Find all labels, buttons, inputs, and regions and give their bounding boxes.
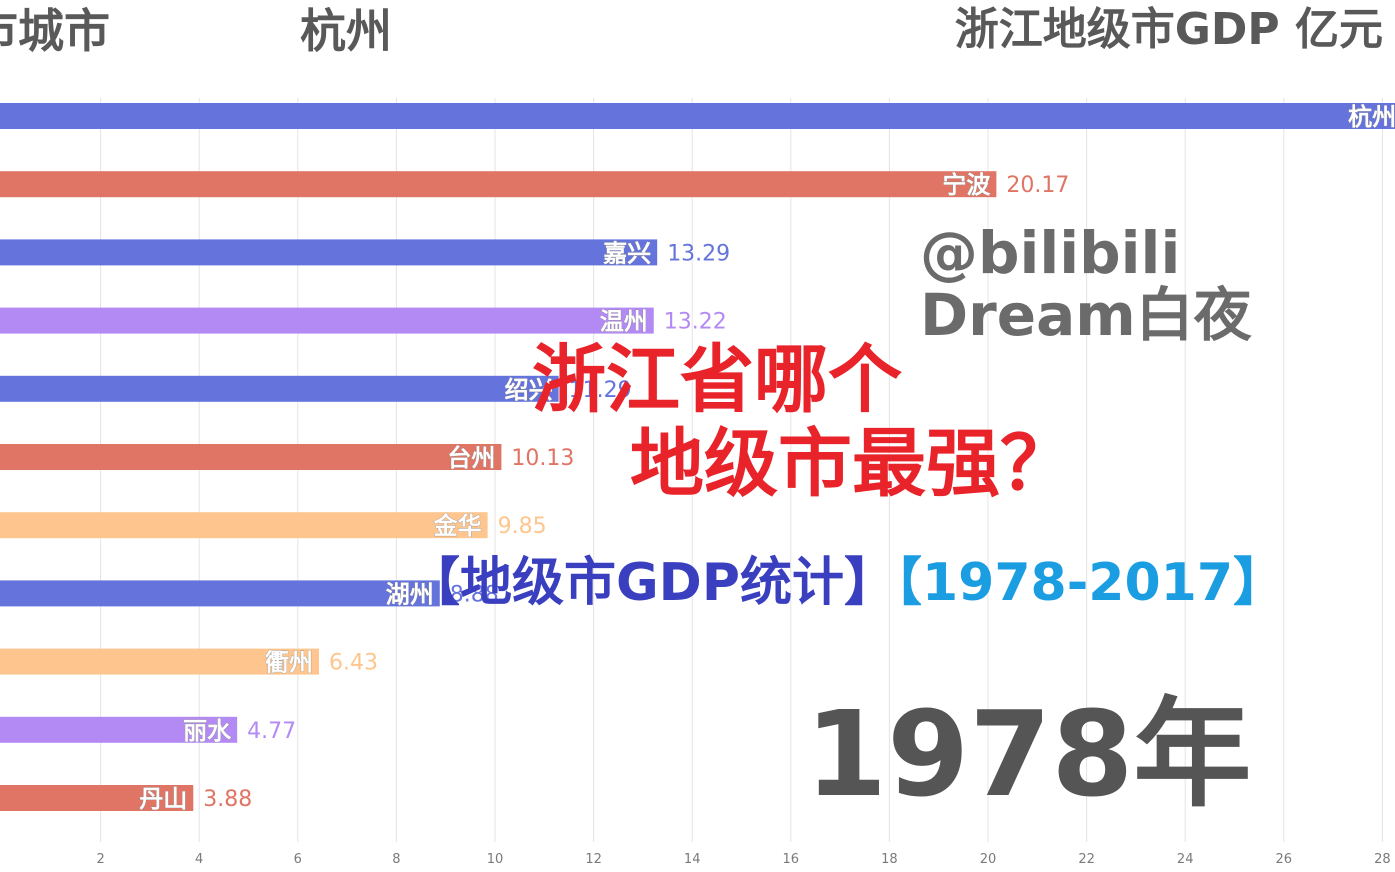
watermark-line1: @bilibili (920, 219, 1181, 287)
headline-line1: 浙江省哪个 (532, 337, 902, 423)
bar-category-label: 丹山 (139, 785, 187, 813)
bar-category-label: 杭州 (1348, 103, 1395, 131)
header-leader-label: 杭州 (300, 4, 392, 58)
bar-value-label: 6.43 (329, 651, 378, 676)
bars-group: 杭州28.40宁波20.17嘉兴13.29温州13.22绍兴11.29台州10.… (0, 103, 1395, 813)
bar-value-label: 8.88 (450, 582, 499, 607)
bar-category-label: 宁波 (942, 171, 991, 199)
x-tick-label: 24 (1177, 852, 1194, 867)
x-tick-label: 8 (392, 852, 400, 867)
bar-category-label: 金华 (433, 512, 482, 540)
x-axis-ticks: 2 4 6 8 10 12 14 16 18 20 22 24 26 28 (96, 852, 1390, 867)
watermark-line2: Dream白夜 (920, 281, 1252, 349)
bar (0, 103, 1395, 129)
bar-value-label: 10.13 (511, 446, 574, 471)
headline-line2: 地级市最强？ (630, 421, 1074, 507)
x-tick-label: 28 (1374, 852, 1391, 867)
bar-value-label: 11.29 (569, 378, 632, 403)
subtitle-part2: 【1978-2017】 (895, 553, 1286, 613)
chart-title: 浙江地级市GDP 亿元 (954, 4, 1383, 55)
bar (0, 580, 440, 607)
bar (0, 785, 194, 811)
x-tick-label: 14 (684, 852, 701, 867)
x-tick-label: 4 (195, 852, 203, 867)
bar-category-label: 嘉兴 (603, 239, 651, 267)
bar-value-label: 20.17 (1006, 173, 1069, 198)
bar-value-label: 13.22 (664, 310, 727, 335)
x-tick-label: 20 (980, 852, 997, 867)
bar (0, 512, 488, 539)
bar-value-label: 13.29 (667, 241, 730, 266)
bar-category-label: 衢州 (265, 649, 313, 677)
bar-value-label: 4.77 (247, 719, 296, 744)
bar (0, 375, 559, 402)
x-tick-label: 6 (294, 852, 302, 867)
bar-category-label: 台州 (447, 444, 495, 472)
x-tick-label: 10 (487, 852, 504, 867)
subtitle-part1: 【地级市GDP统计】 (408, 553, 896, 613)
x-tick-label: 26 (1276, 852, 1293, 867)
headline: 浙江省哪个 地级市最强？ (532, 338, 1074, 506)
bar (0, 239, 658, 266)
bar (0, 716, 238, 743)
bar-category-label: 温州 (600, 308, 648, 336)
watermark: @bilibili Dream白夜 (920, 222, 1252, 346)
bar-value-label: 3.88 (203, 787, 252, 812)
year-label: 1978年 (805, 685, 1252, 823)
bar-category-label: 丽水 (183, 717, 232, 745)
bar (0, 171, 997, 198)
x-tick-label: 18 (881, 852, 898, 867)
subtitle: 【地级市GDP统计】【1978-2017】 (408, 548, 1285, 618)
bar-value-label: 9.85 (498, 514, 547, 539)
bar (0, 307, 654, 334)
header-left-label: 市城市 (0, 4, 110, 58)
x-tick-label: 2 (96, 852, 104, 867)
x-tick-label: 22 (1078, 852, 1095, 867)
bar-category-label: 绍兴 (505, 376, 553, 404)
bar-category-label: 湖州 (386, 580, 434, 608)
bar (0, 648, 319, 675)
x-tick-label: 12 (585, 852, 602, 867)
x-tick-label: 16 (783, 852, 800, 867)
bar (0, 444, 502, 470)
